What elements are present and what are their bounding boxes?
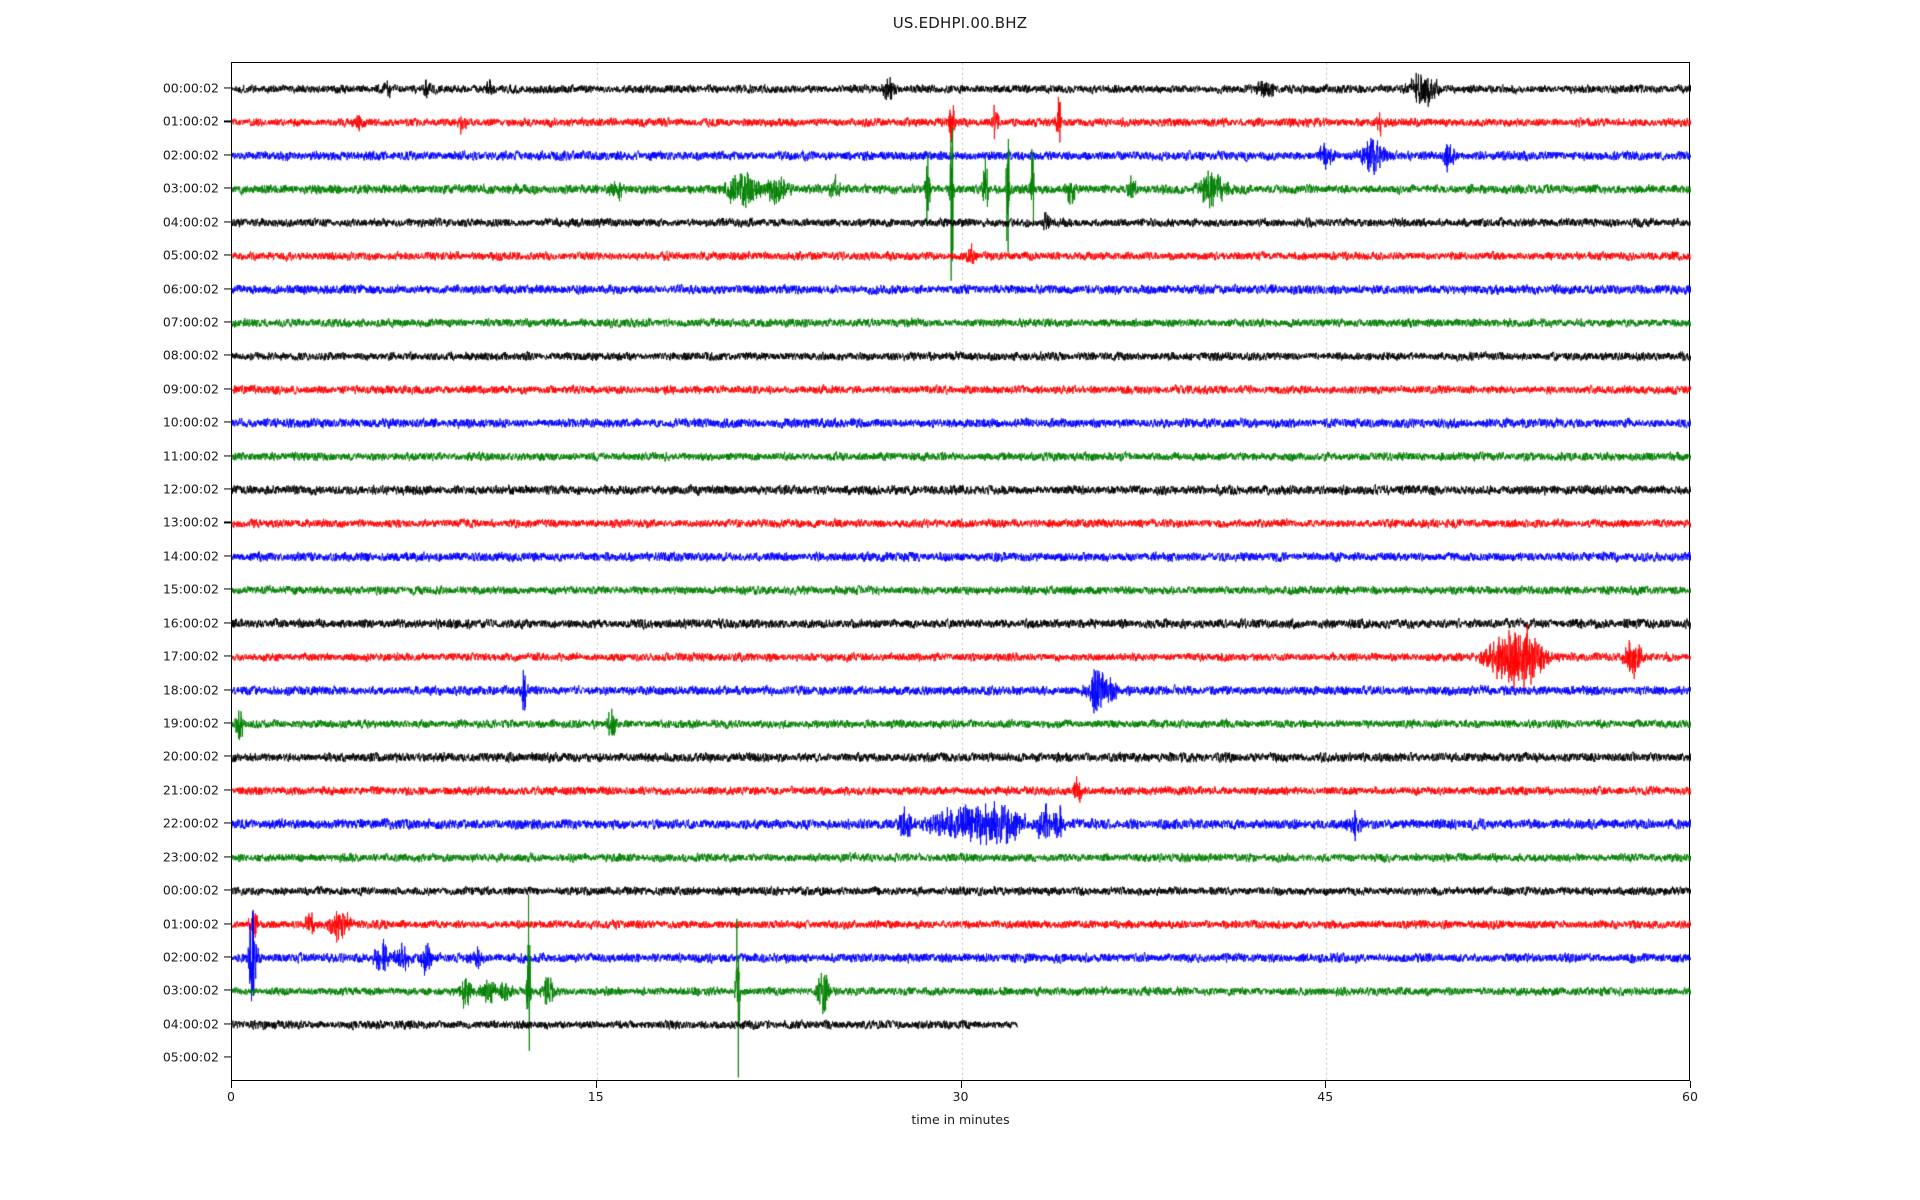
x-tick-mark-3 [1325,1081,1327,1088]
y-tick-label-14: 14:00:02 [162,548,219,564]
y-tick-mark-27 [224,989,231,991]
y-tick-mark-26 [224,956,231,958]
y-tick-label-5: 05:00:02 [162,247,219,263]
y-tick-label-25: 01:00:02 [162,916,219,931]
y-tick-mark-16 [224,622,231,624]
y-tick-label-15: 15:00:02 [162,581,219,597]
y-tick-label-17: 17:00:02 [162,648,219,664]
y-tick-label-4: 04:00:02 [162,214,219,230]
y-tick-label-7: 07:00:02 [162,314,219,330]
y-tick-label-27: 03:00:02 [162,982,219,998]
x-tick-mark-4 [1690,1081,1692,1088]
page-title: US.EDHPI.00.BHZ [892,14,1028,32]
y-tick-label-8: 08:00:02 [162,347,219,363]
y-tick-label-16: 16:00:02 [162,615,219,631]
y-tick-label-23: 23:00:02 [162,849,219,865]
y-tick-label-12: 12:00:02 [162,481,219,497]
x-tick-label-3: 45 [1317,1089,1334,1104]
x-tick-label-2: 30 [952,1089,969,1104]
y-tick-mark-23 [224,856,231,858]
y-tick-mark-1 [224,120,231,122]
y-tick-label-13: 13:00:02 [162,514,219,530]
y-tick-label-2: 02:00:02 [162,147,219,163]
y-tick-mark-17 [224,655,231,657]
x-axis-label: time in minutes [911,1112,1010,1127]
y-tick-mark-0 [224,87,231,89]
y-tick-mark-18 [224,689,231,691]
y-tick-mark-24 [224,889,231,891]
y-tick-mark-9 [224,388,231,390]
y-tick-label-3: 03:00:02 [162,180,219,196]
y-tick-label-29: 05:00:02 [162,1049,219,1065]
x-tick-label-0: 0 [227,1089,235,1104]
y-tick-mark-14 [224,555,231,557]
y-tick-label-10: 10:00:02 [162,414,219,430]
plot-axes [231,62,1691,1082]
y-tick-mark-19 [224,722,231,724]
y-tick-mark-11 [224,455,231,457]
y-tick-mark-5 [224,254,231,256]
y-tick-mark-28 [224,1023,231,1025]
y-tick-label-24: 00:00:02 [162,882,219,898]
y-tick-mark-15 [224,588,231,590]
y-tick-mark-21 [224,789,231,791]
y-tick-mark-7 [224,321,231,323]
x-tick-mark-0 [231,1081,233,1088]
y-tick-label-19: 19:00:02 [162,715,219,731]
y-tick-label-0: 00:00:02 [162,80,219,96]
x-tick-mark-1 [595,1081,597,1088]
y-tick-mark-29 [224,1056,231,1058]
y-tick-label-9: 09:00:02 [162,381,219,397]
y-tick-mark-8 [224,354,231,356]
y-tick-mark-22 [224,822,231,824]
y-tick-label-26: 02:00:02 [162,949,219,965]
y-tick-label-18: 18:00:02 [162,682,219,698]
y-tick-label-6: 06:00:02 [162,281,219,297]
y-tick-mark-13 [224,521,231,523]
y-tick-label-11: 11:00:02 [162,448,219,464]
y-tick-mark-10 [224,421,231,423]
y-tick-label-28: 04:00:02 [162,1016,219,1032]
y-tick-mark-6 [224,287,231,290]
y-tick-label-1: 01:00:02 [162,113,219,129]
x-tick-label-1: 15 [587,1089,604,1104]
y-tick-mark-2 [224,154,231,156]
y-tick-mark-3 [224,187,231,189]
y-tick-mark-25 [224,922,231,925]
x-tick-mark-2 [960,1081,962,1088]
y-tick-mark-4 [224,221,231,223]
y-tick-label-22: 22:00:02 [162,815,219,831]
y-tick-label-20: 20:00:02 [162,748,219,764]
y-tick-mark-12 [224,488,231,490]
x-tick-label-4: 60 [1682,1089,1698,1104]
y-tick-mark-20 [224,755,231,757]
y-tick-label-21: 21:00:02 [162,782,219,798]
seismogram-traces-canvas [232,63,1691,1082]
